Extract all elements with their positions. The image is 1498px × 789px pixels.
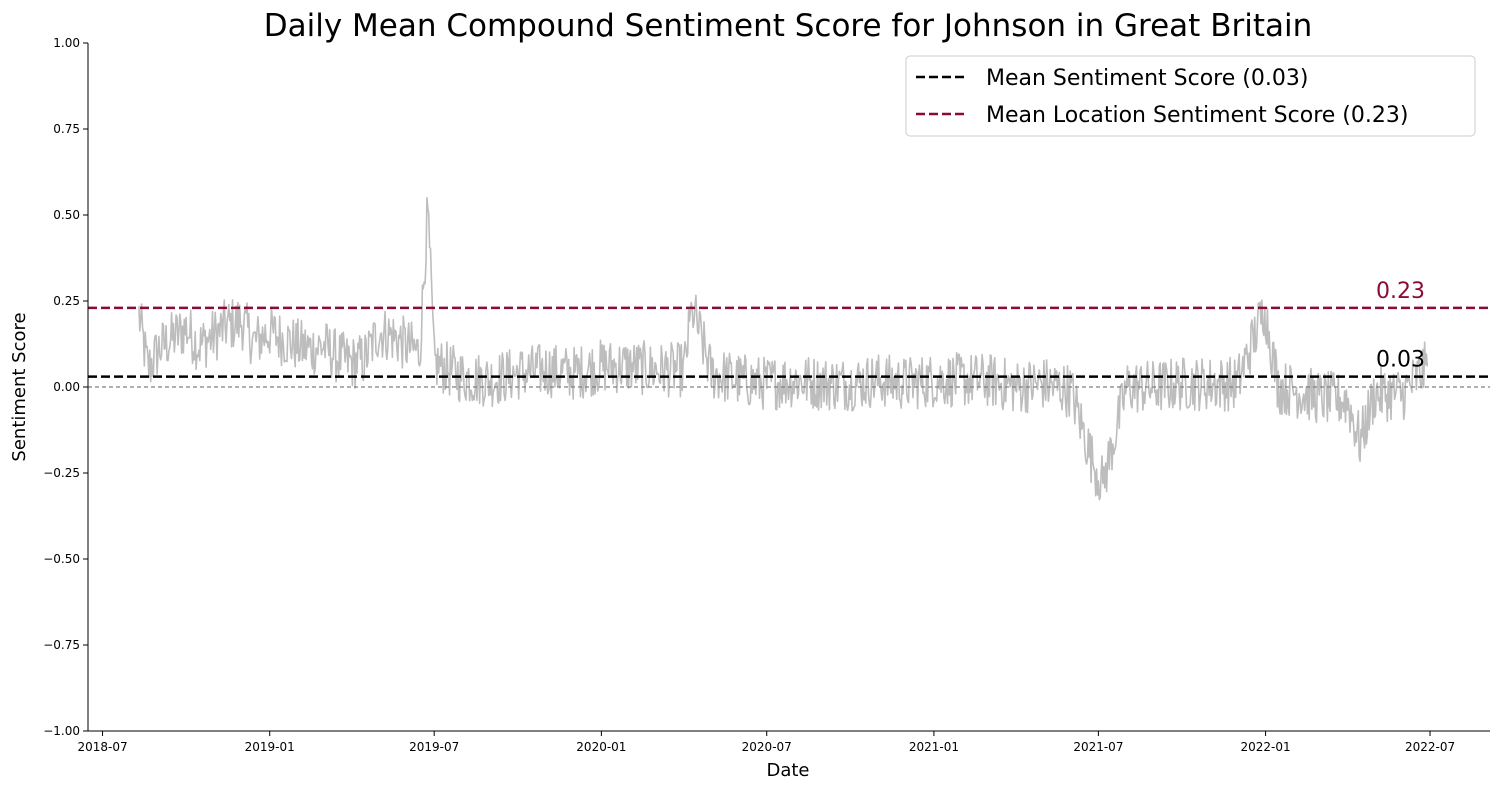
- x-tick-label: 2022-07: [1405, 740, 1455, 754]
- chart-title: Daily Mean Compound Sentiment Score for …: [264, 8, 1312, 44]
- x-tick-label: 2019-07: [409, 740, 459, 754]
- x-tick-label: 2019-01: [245, 740, 295, 754]
- y-ticks: 1.00 0.75 0.50 0.25 0.00 −0.25 −0.50 −0.75 −1.00: [43, 36, 88, 738]
- legend: Mean Sentiment Score (0.03) Mean Locatio…: [905, 55, 1476, 137]
- x-tick-label: 2020-01: [576, 740, 626, 754]
- x-tick-label: 2021-01: [909, 740, 959, 754]
- legend-label-mean: Mean Sentiment Score (0.03): [986, 66, 1308, 91]
- y-tick-label: −0.75: [43, 638, 80, 652]
- y-tick-label: 1.00: [53, 36, 80, 50]
- series-line-0: [138, 196, 1429, 501]
- series-layer: [138, 196, 1429, 501]
- reference-line-value-label: 0.03: [1376, 348, 1425, 373]
- y-tick-label: 0.75: [53, 122, 80, 136]
- reference-lines: [88, 306, 1490, 388]
- x-tick-label: 2022-01: [1241, 740, 1291, 754]
- y-tick-label: −1.00: [43, 724, 80, 738]
- legend-label-location-mean: Mean Location Sentiment Score (0.23): [986, 103, 1408, 128]
- reference-line-value-label: 0.23: [1376, 279, 1425, 304]
- y-tick-label: −0.25: [43, 466, 80, 480]
- y-tick-label: 0.50: [53, 208, 80, 222]
- y-tick-label: −0.50: [43, 552, 80, 566]
- y-axis-title: Sentiment Score: [9, 312, 30, 461]
- x-axis-title: Date: [766, 760, 809, 781]
- y-tick-label: 0.25: [53, 294, 80, 308]
- y-tick-label: 0.00: [53, 380, 80, 394]
- legend-box: [905, 55, 1476, 137]
- x-tick-label: 2018-07: [77, 740, 127, 754]
- x-tick-label: 2021-07: [1073, 740, 1123, 754]
- reference-line-labels: 0.03 0.23: [1376, 279, 1425, 373]
- x-ticks: 2018-07 2019-01 2019-07 2020-01 2020-07 2021-…: [77, 731, 1455, 754]
- x-tick-label: 2020-07: [742, 740, 792, 754]
